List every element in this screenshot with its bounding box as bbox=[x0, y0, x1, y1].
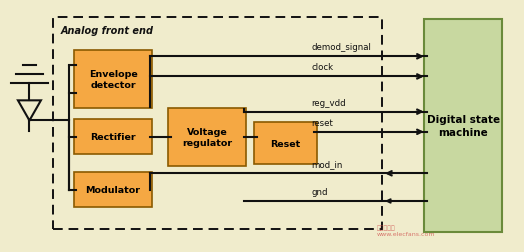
Text: clock: clock bbox=[312, 63, 334, 72]
Text: gnd: gnd bbox=[312, 187, 328, 196]
FancyBboxPatch shape bbox=[74, 172, 152, 207]
Text: Reset: Reset bbox=[270, 139, 301, 148]
Text: Digital state
machine: Digital state machine bbox=[427, 114, 500, 138]
Text: Voltage
regulator: Voltage regulator bbox=[182, 127, 232, 147]
FancyBboxPatch shape bbox=[74, 120, 152, 155]
FancyBboxPatch shape bbox=[74, 51, 152, 108]
Text: 电子发烧友
www.elecfans.com: 电子发烧友 www.elecfans.com bbox=[377, 225, 435, 236]
Text: demod_signal: demod_signal bbox=[312, 43, 372, 52]
FancyBboxPatch shape bbox=[254, 122, 317, 165]
Text: reset: reset bbox=[312, 118, 333, 127]
Text: Rectifier: Rectifier bbox=[90, 133, 136, 142]
Bar bbox=[53, 18, 382, 229]
Text: Analog front end: Analog front end bbox=[61, 26, 154, 36]
FancyBboxPatch shape bbox=[168, 108, 246, 166]
Text: Modulator: Modulator bbox=[85, 185, 140, 194]
Text: reg_vdd: reg_vdd bbox=[312, 98, 346, 107]
Text: mod_in: mod_in bbox=[312, 160, 343, 169]
FancyBboxPatch shape bbox=[424, 19, 503, 233]
Text: Envelope
detector: Envelope detector bbox=[89, 70, 137, 90]
